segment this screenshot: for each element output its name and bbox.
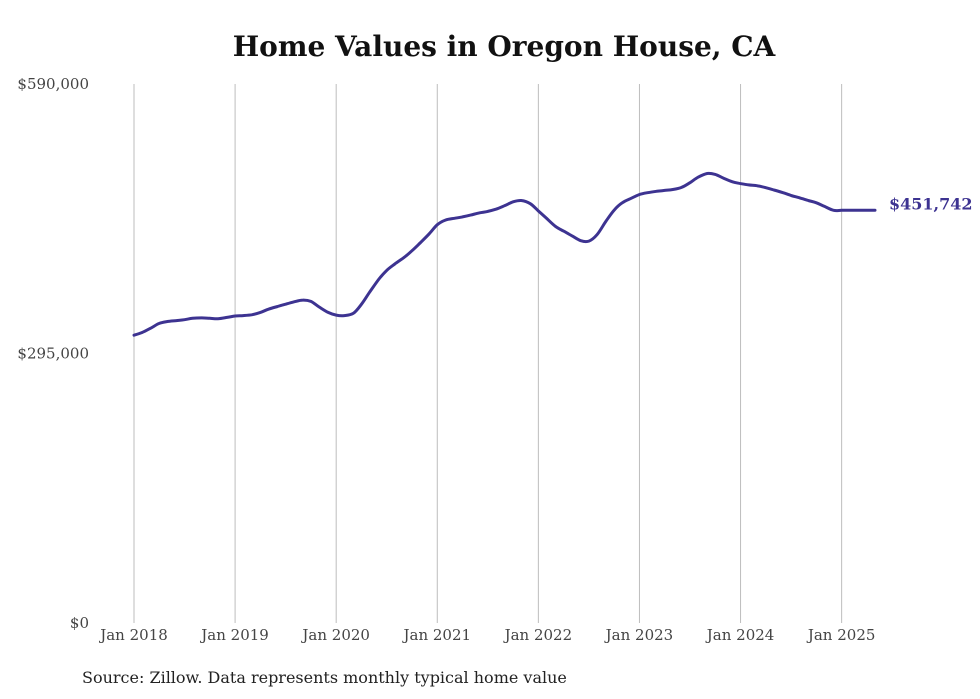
x-axis-ticks: Jan 2018 Jan 2019 Jan 2020 Jan 2021 Jan 2022… bbox=[98, 626, 875, 644]
y-tick-label: $590,000 bbox=[17, 75, 89, 93]
series-line-home-value bbox=[132, 171, 877, 337]
x-tick-label: Jan 2025 bbox=[806, 626, 876, 644]
end-value-label: $451,742 bbox=[889, 194, 973, 213]
x-tick-label: Jan 2020 bbox=[300, 626, 370, 644]
x-tick-label: Jan 2024 bbox=[705, 626, 775, 644]
y-tick-label: $0 bbox=[70, 614, 89, 632]
labels-layer: $451,742 bbox=[889, 194, 973, 213]
y-tick-label: $295,000 bbox=[17, 345, 89, 363]
x-tick-label: Jan 2019 bbox=[199, 626, 269, 644]
series-layer bbox=[132, 171, 877, 337]
y-axis-ticks: $0 $295,000 $590,000 bbox=[17, 75, 89, 632]
x-tick-label: Jan 2022 bbox=[503, 626, 573, 644]
source-note: Source: Zillow. Data represents monthly … bbox=[82, 668, 567, 687]
x-tick-label: Jan 2023 bbox=[604, 626, 674, 644]
gridlines bbox=[133, 84, 843, 623]
x-tick-label: Jan 2018 bbox=[98, 626, 168, 644]
chart-title: Home Values in Oregon House, CA bbox=[232, 30, 776, 63]
x-tick-label: Jan 2021 bbox=[401, 626, 471, 644]
